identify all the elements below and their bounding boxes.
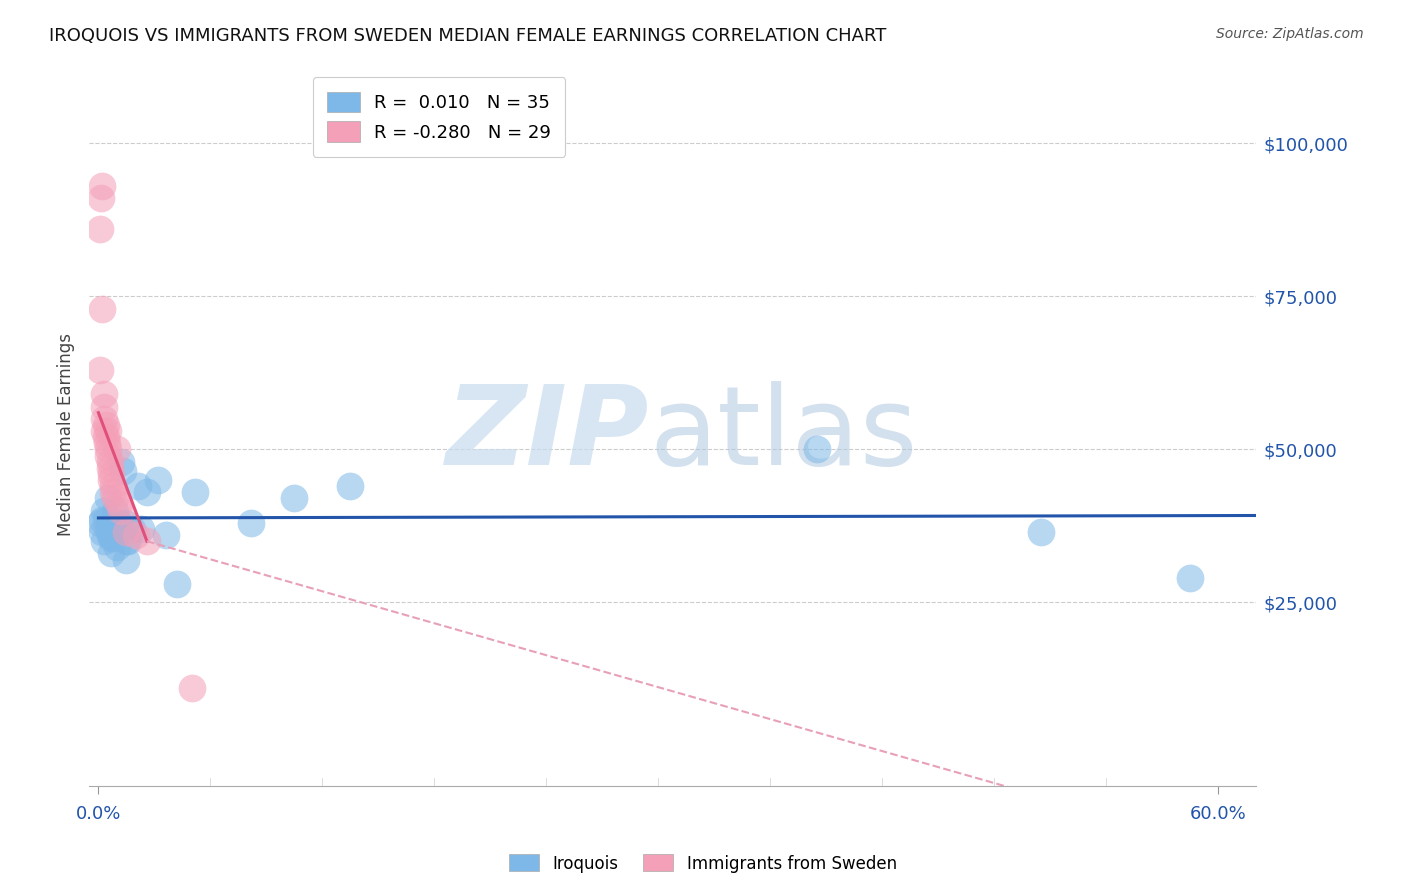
Point bbox=[105, 541, 128, 555]
Point bbox=[94, 430, 117, 444]
Point bbox=[115, 534, 138, 549]
Point bbox=[131, 522, 153, 536]
Point bbox=[97, 491, 120, 506]
Point bbox=[91, 513, 114, 527]
Point bbox=[97, 522, 120, 536]
Point bbox=[136, 534, 159, 549]
Point bbox=[114, 516, 136, 530]
Point bbox=[166, 577, 188, 591]
Point bbox=[240, 516, 263, 530]
Point bbox=[105, 528, 128, 542]
Point bbox=[104, 503, 127, 517]
Point bbox=[103, 531, 125, 545]
Point bbox=[127, 479, 149, 493]
Point bbox=[146, 473, 169, 487]
Point bbox=[100, 546, 122, 560]
Point bbox=[104, 522, 127, 536]
Point bbox=[125, 528, 148, 542]
Point bbox=[110, 455, 132, 469]
Point bbox=[93, 503, 115, 517]
Point bbox=[115, 552, 138, 566]
Point bbox=[89, 363, 111, 377]
Point bbox=[1029, 524, 1052, 539]
Point bbox=[115, 524, 138, 539]
Point bbox=[94, 513, 117, 527]
Point bbox=[100, 531, 122, 545]
Point bbox=[93, 534, 115, 549]
Point bbox=[97, 424, 120, 438]
Point bbox=[89, 516, 111, 530]
Point bbox=[100, 467, 122, 481]
Point bbox=[93, 387, 115, 401]
Point bbox=[94, 417, 117, 432]
Point bbox=[104, 491, 127, 506]
Point bbox=[105, 442, 128, 457]
Point bbox=[97, 442, 120, 457]
Point bbox=[93, 424, 115, 438]
Point bbox=[93, 411, 115, 425]
Point bbox=[111, 464, 134, 478]
Point bbox=[283, 491, 305, 506]
Point bbox=[806, 442, 828, 457]
Legend: R =  0.010   N = 35, R = -0.280   N = 29: R = 0.010 N = 35, R = -0.280 N = 29 bbox=[312, 77, 565, 157]
Point bbox=[98, 528, 121, 542]
Point bbox=[96, 436, 118, 450]
Point bbox=[91, 301, 114, 316]
Point bbox=[103, 519, 125, 533]
Text: ZIP: ZIP bbox=[446, 381, 650, 488]
Point bbox=[108, 498, 131, 512]
Point bbox=[98, 455, 121, 469]
Point bbox=[339, 479, 361, 493]
Point bbox=[93, 400, 115, 414]
Point bbox=[97, 449, 120, 463]
Text: IROQUOIS VS IMMIGRANTS FROM SWEDEN MEDIAN FEMALE EARNINGS CORRELATION CHART: IROQUOIS VS IMMIGRANTS FROM SWEDEN MEDIA… bbox=[49, 27, 887, 45]
Y-axis label: Median Female Earnings: Median Female Earnings bbox=[58, 333, 75, 535]
Point bbox=[100, 473, 122, 487]
Legend: Iroquois, Immigrants from Sweden: Iroquois, Immigrants from Sweden bbox=[502, 847, 904, 880]
Point bbox=[103, 479, 125, 493]
Point bbox=[98, 460, 121, 475]
Point bbox=[90, 191, 112, 205]
Point bbox=[1180, 571, 1202, 585]
Point bbox=[108, 516, 131, 530]
Point bbox=[91, 179, 114, 194]
Text: atlas: atlas bbox=[650, 381, 918, 488]
Point bbox=[103, 485, 125, 500]
Point bbox=[180, 681, 202, 695]
Point bbox=[136, 485, 159, 500]
Point bbox=[155, 528, 177, 542]
Point bbox=[91, 524, 114, 539]
Point bbox=[121, 522, 143, 536]
Point bbox=[117, 534, 139, 549]
Point bbox=[110, 503, 132, 517]
Point bbox=[89, 222, 111, 236]
Point bbox=[184, 485, 207, 500]
Text: Source: ZipAtlas.com: Source: ZipAtlas.com bbox=[1216, 27, 1364, 41]
